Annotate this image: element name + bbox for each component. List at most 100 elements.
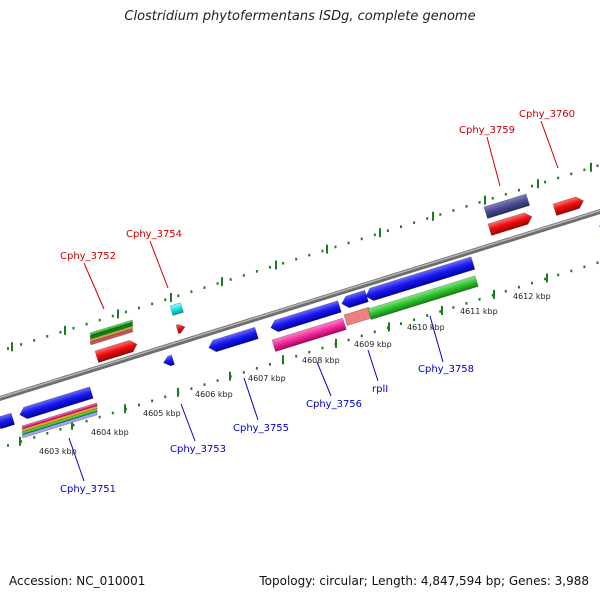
- inner-ruler-dot: [321, 346, 324, 350]
- scale-label: 4603 kbp: [39, 447, 77, 456]
- inner-ruler-dot: [151, 399, 154, 403]
- inner-ruler-dot: [570, 269, 573, 273]
- outer-ruler-dot: [46, 335, 49, 338]
- outer-ruler-dot: [20, 343, 23, 346]
- outer-ruler-dot: [242, 274, 245, 277]
- inner-ruler-dot: [269, 363, 271, 366]
- backbone-highlight: [0, 209, 600, 399]
- backbone-line: [0, 208, 600, 402]
- inner-ruler-dot: [295, 354, 298, 358]
- rrna-stack: [21, 402, 98, 430]
- inner-ruler-dot: [255, 367, 258, 370]
- outer-ruler-dot: [111, 314, 114, 318]
- inner-ruler-dot: [59, 427, 62, 431]
- outer-ruler-dot: [295, 257, 298, 261]
- outer-ruler-dot: [164, 298, 167, 302]
- ruler-dots: [7, 162, 599, 447]
- inner-ruler-dot: [557, 273, 560, 277]
- forward-stack: [89, 319, 134, 337]
- outer-ruler-dot: [373, 233, 376, 237]
- gene-label-reverse: Cphy_3753: [170, 444, 226, 455]
- inner-ruler-dot: [426, 314, 429, 317]
- green-feature: [367, 275, 479, 320]
- inner-ruler-dot: [216, 379, 219, 382]
- cds-forward: [552, 196, 584, 216]
- outer-ruler-dot: [583, 168, 586, 172]
- cds-reverse: [365, 256, 476, 301]
- leader-reverse: [316, 361, 332, 397]
- scale-label: 4608 kbp: [302, 356, 340, 365]
- trna: [169, 302, 184, 316]
- outer-ruler-dot: [124, 310, 127, 314]
- inner-ruler-dot: [85, 419, 88, 423]
- rrna-stack: [21, 405, 98, 433]
- outer-ruler-dot: [478, 201, 481, 204]
- scale-label: 4605 kbp: [143, 409, 181, 418]
- inner-ruler-dot: [164, 395, 167, 399]
- outer-ruler-dot: [491, 196, 494, 200]
- outer-ruler-dot: [452, 209, 455, 212]
- outer-ruler-dot: [282, 261, 285, 265]
- cds-reverse: [208, 326, 259, 353]
- inner-ruler-dot: [583, 265, 586, 269]
- inner-ruler-dot: [544, 277, 547, 281]
- inner-ruler-dot: [413, 318, 416, 321]
- genome-summary-text: Topology: circular; Length: 4,847,594 bp…: [259, 574, 589, 588]
- outer-ruler-dot: [177, 294, 180, 298]
- outer-ruler-dot: [33, 339, 36, 342]
- inner-ruler-dot: [20, 440, 23, 443]
- feature-layer: [0, 193, 600, 439]
- inner-ruler-dot: [531, 281, 533, 285]
- outer-ruler-dot: [531, 184, 533, 188]
- rrna-salmon: [343, 306, 373, 326]
- rrna-pink: [271, 317, 347, 352]
- inner-ruler-dot: [308, 350, 311, 354]
- inner-ruler-dot: [242, 371, 245, 374]
- cds-reverse: [0, 412, 16, 430]
- forward-stack: [89, 322, 134, 340]
- inner-ruler-dot: [504, 289, 507, 293]
- map-title: Clostridium phytofermentans ISDg, comple…: [124, 9, 476, 24]
- outer-ruler-dot: [98, 318, 101, 322]
- outer-ruler-dot: [504, 192, 507, 196]
- outer-ruler-dot: [360, 237, 363, 241]
- inner-ruler-dot: [478, 298, 481, 301]
- outer-ruler-dot: [426, 217, 429, 220]
- scale-label: 4606 kbp: [195, 390, 233, 399]
- gene-label-forward: Cphy_3754: [126, 229, 182, 240]
- accession-text: Accession: NC_010001: [9, 574, 146, 588]
- inner-ruler-dot: [190, 387, 193, 390]
- cds-forward: [175, 324, 186, 334]
- outer-ruler-dot: [255, 270, 258, 273]
- leader-reverse: [180, 403, 196, 442]
- cds-reverse: [19, 386, 94, 420]
- inner-ruler-dot: [138, 403, 140, 407]
- outer-ruler-dot: [190, 290, 193, 293]
- outer-ruler-dot: [347, 241, 350, 245]
- outer-ruler-dot: [59, 330, 62, 334]
- leader-reverse: [243, 377, 259, 421]
- inner-ruler-dot: [98, 415, 101, 419]
- gene-label-forward: Cphy_3759: [459, 125, 515, 136]
- leader-lines: [68, 120, 559, 482]
- scale-label: 4612 kbp: [513, 292, 551, 301]
- inner-ruler-dot: [386, 326, 389, 330]
- inner-ruler-dot: [491, 293, 494, 297]
- leader-forward: [149, 240, 169, 289]
- inner-ruler-dot: [452, 306, 455, 309]
- outer-ruler-dot: [216, 282, 219, 285]
- outer-ruler-dot: [465, 205, 468, 208]
- inner-ruler-dot: [465, 302, 468, 305]
- outer-ruler-dot: [229, 278, 232, 281]
- leader-forward: [486, 136, 501, 187]
- outer-ruler-dot: [413, 221, 416, 224]
- gene-label-forward: Cphy_3752: [60, 251, 116, 262]
- gene-label-reverse: Cphy_3758: [418, 364, 474, 375]
- outer-ruler-dot: [334, 245, 337, 249]
- gene-label-forward: Cphy_3760: [519, 109, 575, 120]
- outer-ruler-dot: [138, 306, 140, 310]
- outer-ruler-dot: [400, 225, 402, 228]
- outer-ruler-dot: [269, 266, 271, 269]
- leader-forward: [83, 262, 105, 310]
